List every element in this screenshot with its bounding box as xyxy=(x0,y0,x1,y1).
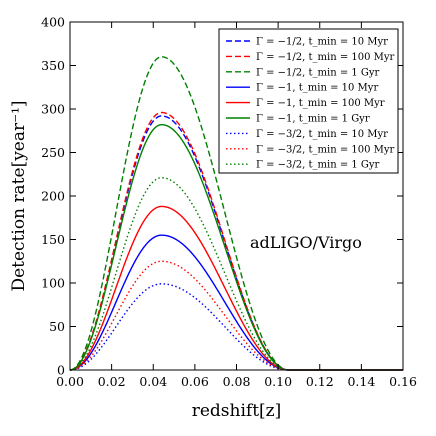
y-tick-label: 100 xyxy=(41,276,65,291)
legend-label-4: Γ = −1, t_min = 10 Myr xyxy=(256,83,378,94)
y-tick-label: 300 xyxy=(41,102,65,117)
y-tick-label: 0 xyxy=(57,363,65,378)
x-axis-label: redshift[z] xyxy=(192,401,282,421)
legend-label-1: Γ = −1/2, t_min = 10 Myr xyxy=(256,37,388,48)
legend-label-8: Γ = −3/2, t_min = 100 Myr xyxy=(256,144,395,155)
y-tick-label: 50 xyxy=(49,319,65,334)
y-tick-label: 200 xyxy=(41,189,65,204)
x-tick-label: 0.06 xyxy=(181,374,209,389)
y-tick-label: 150 xyxy=(41,232,65,247)
legend-label-2: Γ = −1/2, t_min = 100 Myr xyxy=(256,52,395,63)
x-tick-label: 0.02 xyxy=(98,374,126,389)
legend-box xyxy=(218,28,399,174)
x-tick-label: 0.04 xyxy=(139,374,167,389)
series-line-8 xyxy=(69,260,403,371)
x-tick-label: 0.12 xyxy=(306,374,334,389)
y-axis-label: Detection rate[year⁻¹] xyxy=(9,100,29,291)
legend: Γ = −1/2, t_min = 10 Myr Γ = −1/2, t_min … xyxy=(218,28,399,174)
x-tick-label: 0.10 xyxy=(264,374,292,389)
legend-label-9: Γ = −3/2, t_min = 1 Gyr xyxy=(256,160,380,171)
y-tick-label: 250 xyxy=(41,145,65,160)
series-line-9 xyxy=(69,177,403,371)
x-tick-label: 0.08 xyxy=(223,374,251,389)
x-tick-label: 0.16 xyxy=(389,374,417,389)
axis-ticks xyxy=(69,21,404,371)
instrument-annotation: adLIGO/Virgo xyxy=(250,233,362,252)
legend-label-7: Γ = −3/2, t_min = 10 Myr xyxy=(256,129,388,140)
legend-label-5: Γ = −1, t_min = 100 Myr xyxy=(256,98,385,109)
legend-label-3: Γ = −1/2, t_min = 1 Gyr xyxy=(256,67,380,78)
axis-tick-labels: 0.00 0.02 0.04 0.06 0.08 0.10 0.12 0.14 0.16 0 50 1… xyxy=(41,15,417,390)
y-tick-label: 350 xyxy=(41,58,65,73)
series-line-7 xyxy=(69,283,403,371)
x-tick-label: 0.14 xyxy=(347,374,375,389)
x-tick-label: 0.00 xyxy=(56,374,84,389)
y-tick-label: 400 xyxy=(41,15,65,30)
legend-label-6: Γ = −1, t_min = 1 Gyr xyxy=(256,114,370,125)
